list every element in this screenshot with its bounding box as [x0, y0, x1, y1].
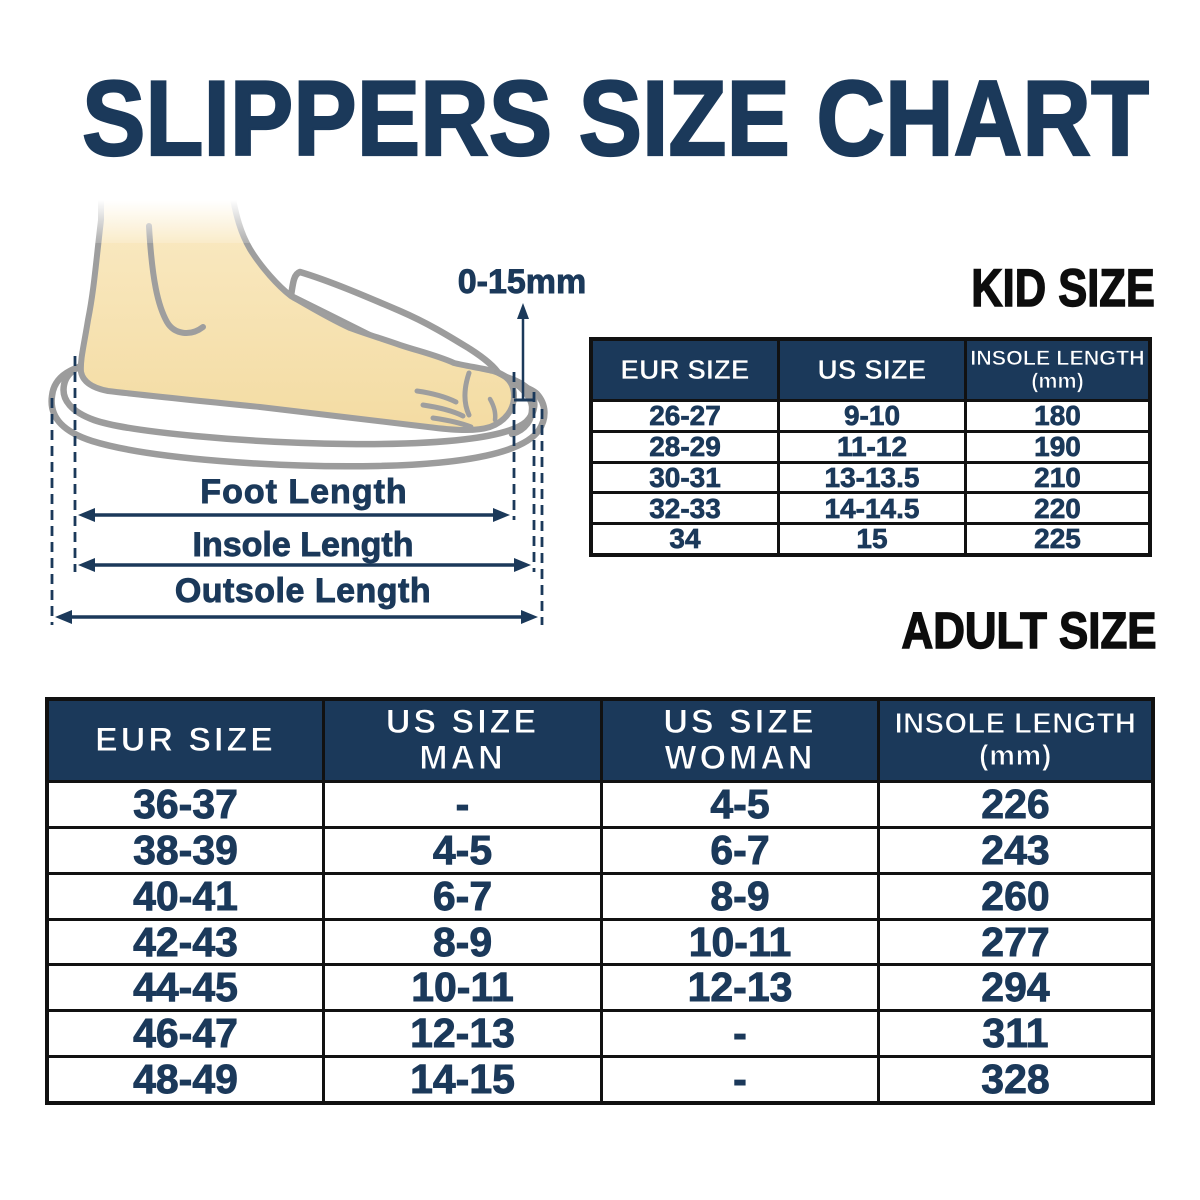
svg-text:Foot Length: Foot Length — [200, 473, 407, 511]
svg-text:0-15mm: 0-15mm — [458, 263, 587, 301]
svg-text:Insole Length: Insole Length — [193, 526, 414, 564]
svg-text:Outsole Length: Outsole Length — [175, 572, 431, 610]
